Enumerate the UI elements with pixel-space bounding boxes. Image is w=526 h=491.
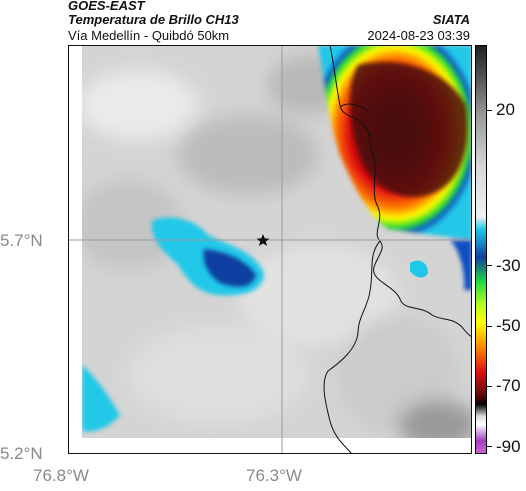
timestamp-label: 2024-08-23 03:39 [367, 28, 470, 43]
cold-cloud-cluster [151, 217, 264, 296]
coastline-borders [323, 45, 472, 454]
brightness-temperature-map [68, 45, 472, 454]
product-title: Temperatura de Brillo CH13 [68, 12, 239, 27]
colorbar-label-minus30: -30 [496, 256, 521, 275]
colorbar-label-minus50: -50 [496, 316, 521, 335]
storm-cell [318, 45, 472, 290]
colorbar-label-minus90: -90 [496, 437, 521, 456]
colorbar-tick-minus50 [487, 326, 492, 327]
star-marker [256, 234, 270, 246]
lon-label-76-8: 76.8°W [33, 466, 89, 485]
satellite-title: GOES-EAST [68, 0, 145, 13]
colorbar-label-minus70: -70 [496, 376, 521, 395]
cloud-texture [73, 55, 472, 450]
colorbar-tick-minus90 [487, 446, 492, 447]
lon-label-76-3: 76.3°W [246, 466, 302, 485]
colorbar-label-20: 20 [496, 100, 515, 119]
colorbar [475, 45, 487, 454]
colorbar-tick-minus70 [487, 386, 492, 387]
lat-label-5-2: 5.2°N [0, 444, 43, 463]
lat-label-5-7: 5.7°N [0, 231, 43, 250]
region-subtitle: Vía Medellín - Quibdó 50km [68, 28, 230, 43]
cold-cloud-southwest [82, 365, 120, 432]
colorbar-tick-20 [487, 110, 492, 111]
organization-label: SIATA [432, 12, 470, 27]
colorbar-tick-minus30 [487, 265, 492, 266]
